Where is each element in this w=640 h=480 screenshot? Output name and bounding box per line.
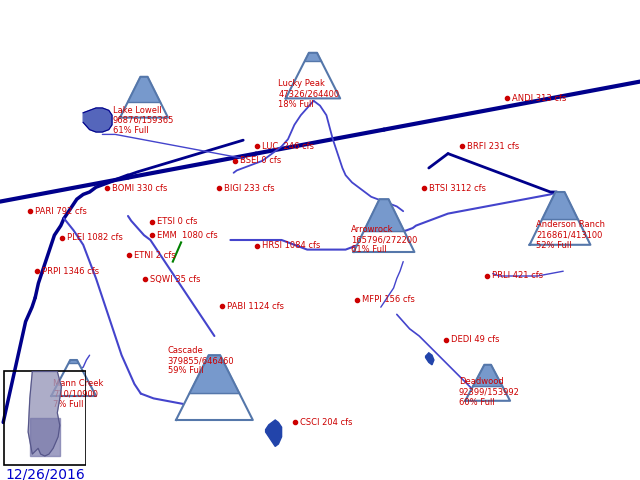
Polygon shape [120,102,168,118]
Text: ANDI 313 cfs: ANDI 313 cfs [512,94,566,103]
Polygon shape [354,231,415,252]
Text: BRFI 231 cfs: BRFI 231 cfs [467,142,520,151]
Text: BTSI 3112 cfs: BTSI 3112 cfs [429,184,486,192]
Text: Deadwood
92399/153992
60% Full: Deadwood 92399/153992 60% Full [459,377,520,407]
Text: PRPI 1346 cfs: PRPI 1346 cfs [42,267,99,276]
Polygon shape [426,353,434,365]
Polygon shape [28,372,61,456]
Text: ETNI 2 cfs: ETNI 2 cfs [134,251,176,260]
Text: Lucky Peak
47326/264400
18% Full: Lucky Peak 47326/264400 18% Full [278,79,340,109]
Text: Cascade
379855/646460
59% Full: Cascade 379855/646460 59% Full [168,346,234,375]
Polygon shape [305,53,321,61]
Text: MFPI 156 cfs: MFPI 156 cfs [362,296,415,304]
Polygon shape [473,365,502,386]
Text: BIGI 233 cfs: BIGI 233 cfs [224,184,275,192]
Text: PARI 792 cfs: PARI 792 cfs [35,207,87,216]
Polygon shape [465,386,510,401]
Polygon shape [83,108,112,132]
Text: 12/26/2016: 12/26/2016 [5,468,84,480]
Polygon shape [51,362,96,396]
Text: LUC  246 cfs: LUC 246 cfs [262,142,314,151]
Text: Mann Creek
710/10900
7% Full: Mann Creek 710/10900 7% Full [53,379,104,409]
Text: SQWI 35 cfs: SQWI 35 cfs [150,275,201,284]
Text: BSEI 0 cfs: BSEI 0 cfs [240,156,281,165]
Text: CSCI 204 cfs: CSCI 204 cfs [300,418,352,427]
Text: BOMI 330 cfs: BOMI 330 cfs [112,184,168,192]
Polygon shape [69,360,78,362]
Text: EMM  1080 cfs: EMM 1080 cfs [157,231,218,240]
Polygon shape [530,219,590,245]
Polygon shape [542,192,578,219]
Polygon shape [266,420,282,446]
Polygon shape [30,418,60,456]
Text: DEDI 49 cfs: DEDI 49 cfs [451,336,500,344]
Polygon shape [364,199,404,231]
Text: PABI 1124 cfs: PABI 1124 cfs [227,302,284,311]
Text: Arrowrock
165796/272200
61% Full: Arrowrock 165796/272200 61% Full [351,225,417,254]
Polygon shape [176,394,253,420]
Text: Lake Lowell
96876/159365
61% Full: Lake Lowell 96876/159365 61% Full [113,106,174,135]
Text: PRLI 421 cfs: PRLI 421 cfs [492,272,543,280]
Polygon shape [189,355,239,394]
Text: PLEI 1082 cfs: PLEI 1082 cfs [67,233,123,242]
Text: HRSI 1084 cfs: HRSI 1084 cfs [262,241,321,250]
Text: ETSI 0 cfs: ETSI 0 cfs [157,217,197,226]
Text: Anderson Ranch
216861/413100
52% Full: Anderson Ranch 216861/413100 52% Full [536,220,605,250]
Polygon shape [128,77,160,102]
Polygon shape [285,61,340,98]
